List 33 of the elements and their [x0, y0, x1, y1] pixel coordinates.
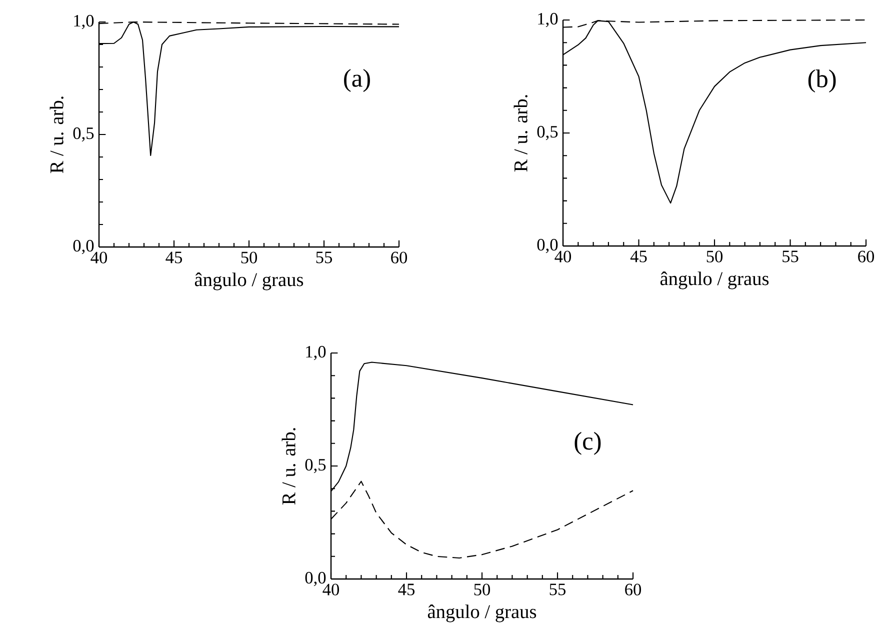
y-axis-title: R / u. arb.	[50, 96, 64, 174]
x-tick-label: 45	[630, 250, 647, 262]
y-axis-title: R / u. arb.	[282, 428, 296, 505]
x-tick-label: 60	[625, 584, 642, 596]
y-tick-label: 1,0	[74, 14, 94, 30]
y-tick-label: 0,0	[305, 572, 326, 586]
y-tick-label: 1,0	[306, 346, 326, 360]
x-tick-label: 50	[706, 250, 723, 262]
x-tick-label: 60	[391, 252, 408, 264]
annotation: (b)	[808, 70, 836, 93]
y-tick-label: 0,0	[537, 238, 558, 254]
annotation: (a)	[344, 69, 370, 92]
annotation: (c)	[574, 432, 601, 455]
x-axis-title: ângulo / graus	[660, 272, 769, 290]
x-tick-label: 55	[316, 252, 332, 264]
x-tick-label: 45	[166, 252, 182, 264]
y-tick-label: 1,0	[538, 12, 558, 28]
x-tick-label: 55	[782, 250, 798, 262]
y-tick-label: 0,0	[73, 240, 94, 254]
x-tick-label: 40	[90, 252, 108, 264]
x-tick-label: 40	[554, 250, 572, 262]
x-tick-label: 60	[858, 250, 874, 262]
y-tick-label: 0,5	[73, 127, 94, 142]
x-axis-title: ângulo / graus	[194, 272, 304, 290]
y-axis-title: R / u. arb.	[514, 95, 528, 172]
x-tick-label: 45	[398, 584, 414, 596]
x-tick-label: 40	[322, 584, 340, 596]
x-tick-label: 55	[550, 584, 566, 596]
x-axis-title: ângulo / graus	[428, 604, 536, 622]
y-tick-label: 0,5	[305, 458, 326, 474]
y-tick-label: 0,5	[537, 126, 558, 140]
x-tick-label: 50	[474, 584, 490, 596]
x-tick-label: 50	[241, 252, 258, 264]
